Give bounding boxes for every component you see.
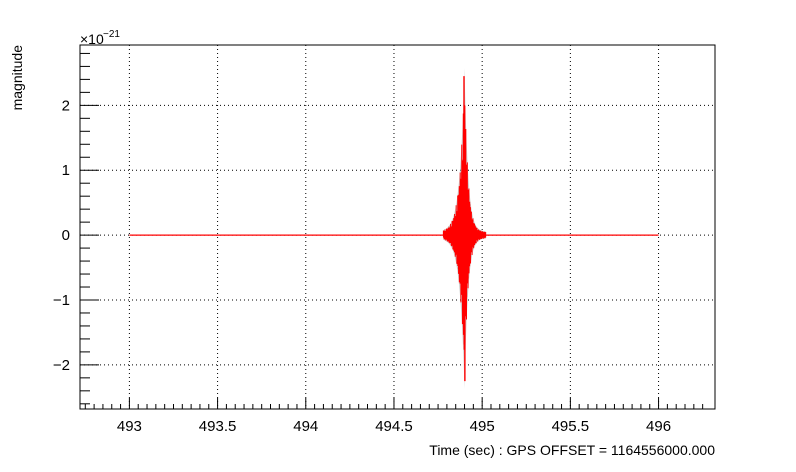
x-tick-label: 495.5 (552, 418, 590, 435)
grid-lines (80, 45, 715, 409)
x-axis-title: Time (sec) : GPS OFFSET = 1164556000.000 (429, 442, 715, 458)
x-tick-label: 494.5 (375, 418, 413, 435)
y-multiplier-base: ×10 (80, 31, 104, 47)
axis-ticks (80, 52, 704, 409)
tick-labels: 493 493.5 494 494.5 495 495.5 496 −2 −1 0 1 2 (53, 97, 671, 435)
x-tick-label: 496 (646, 418, 671, 435)
y-tick-label: −1 (53, 292, 70, 309)
x-tick-label: 495 (470, 418, 495, 435)
y-tick-label: 1 (62, 162, 70, 179)
y-axis-multiplier: ×10 −21 (80, 29, 120, 47)
y-tick-label: −2 (53, 357, 70, 374)
plot-frame (79, 44, 716, 410)
y-tick-label: 0 (62, 227, 70, 244)
y-multiplier-exponent: −21 (103, 29, 120, 40)
x-tick-label: 493.5 (199, 418, 237, 435)
y-axis-title: magnitude (9, 45, 25, 111)
y-tick-label: 2 (62, 97, 70, 114)
x-tick-label: 494 (293, 418, 318, 435)
x-tick-label: 493 (117, 418, 142, 435)
signal-trace (129, 68, 659, 389)
